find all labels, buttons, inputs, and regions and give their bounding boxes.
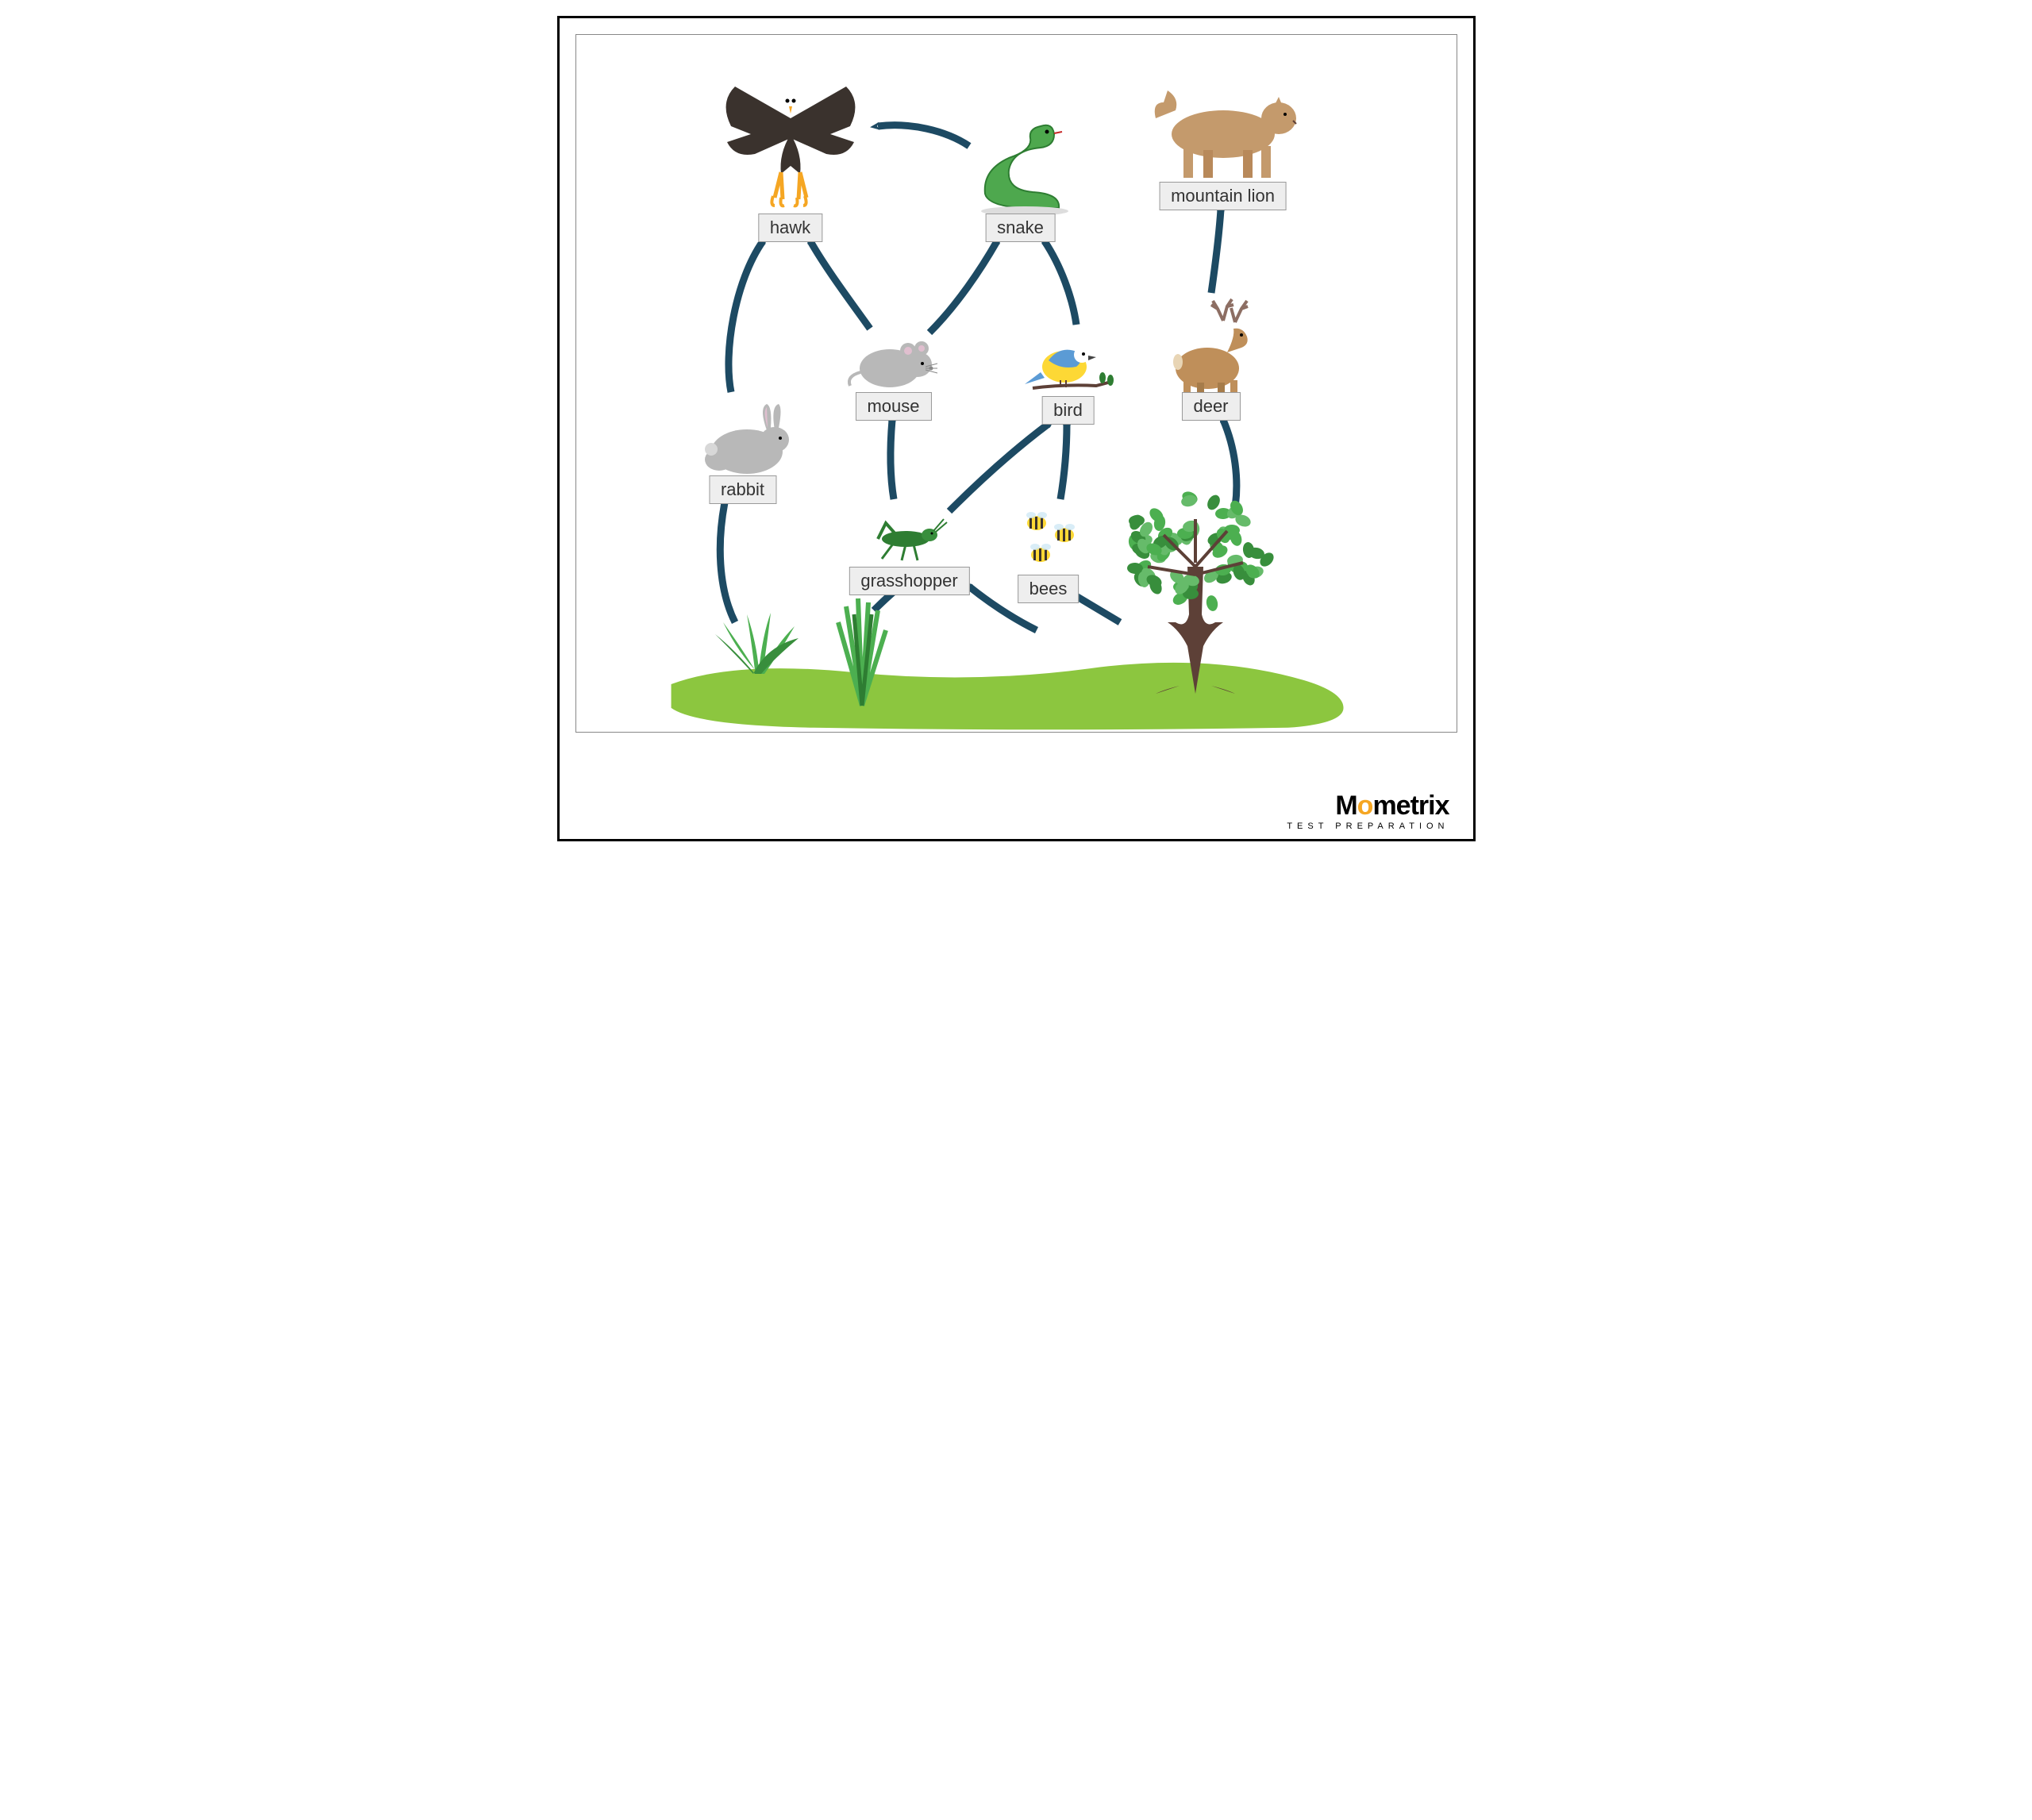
label-mountain_lion: mountain lion <box>1159 182 1287 210</box>
bees-icon <box>1009 503 1088 579</box>
mouse-icon <box>846 329 941 400</box>
brand-logo: Mometrix TEST PREPARATION <box>1287 791 1449 831</box>
label-snake: snake <box>985 214 1056 242</box>
edge-mouse-to-snake <box>929 241 997 333</box>
label-bees: bees <box>1018 575 1080 603</box>
edge-rabbit-to-hawk <box>728 241 762 392</box>
edge-snake-to-hawk <box>878 125 969 146</box>
label-bird: bird <box>1041 396 1095 425</box>
rabbit-icon <box>691 400 795 483</box>
edge-grass1-to-rabbit <box>720 491 735 622</box>
grass1-icon <box>707 606 810 682</box>
diagram-canvas: hawk snake mountain lion rabbit <box>575 34 1457 733</box>
edge-deer-to-mountain_lion <box>1211 210 1221 293</box>
label-rabbit: rabbit <box>709 475 776 504</box>
outer-frame: hawk snake mountain lion rabbit <box>557 16 1476 841</box>
grasshopper-icon <box>866 503 953 571</box>
mountain_lion-icon <box>1144 83 1303 190</box>
logo-prefix: M <box>1335 791 1357 821</box>
edge-grasshopper-to-bird <box>949 424 1049 511</box>
label-hawk: hawk <box>758 214 822 242</box>
edge-bird-to-snake <box>1045 241 1076 325</box>
edge-grasshopper-to-mouse <box>890 420 893 499</box>
label-deer: deer <box>1181 392 1240 421</box>
edge-mouse-to-hawk <box>810 241 870 329</box>
snake-icon <box>965 114 1076 221</box>
grass2-icon <box>814 591 910 714</box>
logo-text: Mometrix <box>1287 791 1449 822</box>
logo-accent: o <box>1357 791 1373 822</box>
edge-bees-to-bird <box>1060 424 1067 499</box>
logo-suffix: metrix <box>1372 791 1449 821</box>
label-mouse: mouse <box>855 392 931 421</box>
tree-icon <box>1100 487 1291 698</box>
logo-tagline: TEST PREPARATION <box>1287 822 1449 831</box>
hawk-icon <box>719 79 862 217</box>
